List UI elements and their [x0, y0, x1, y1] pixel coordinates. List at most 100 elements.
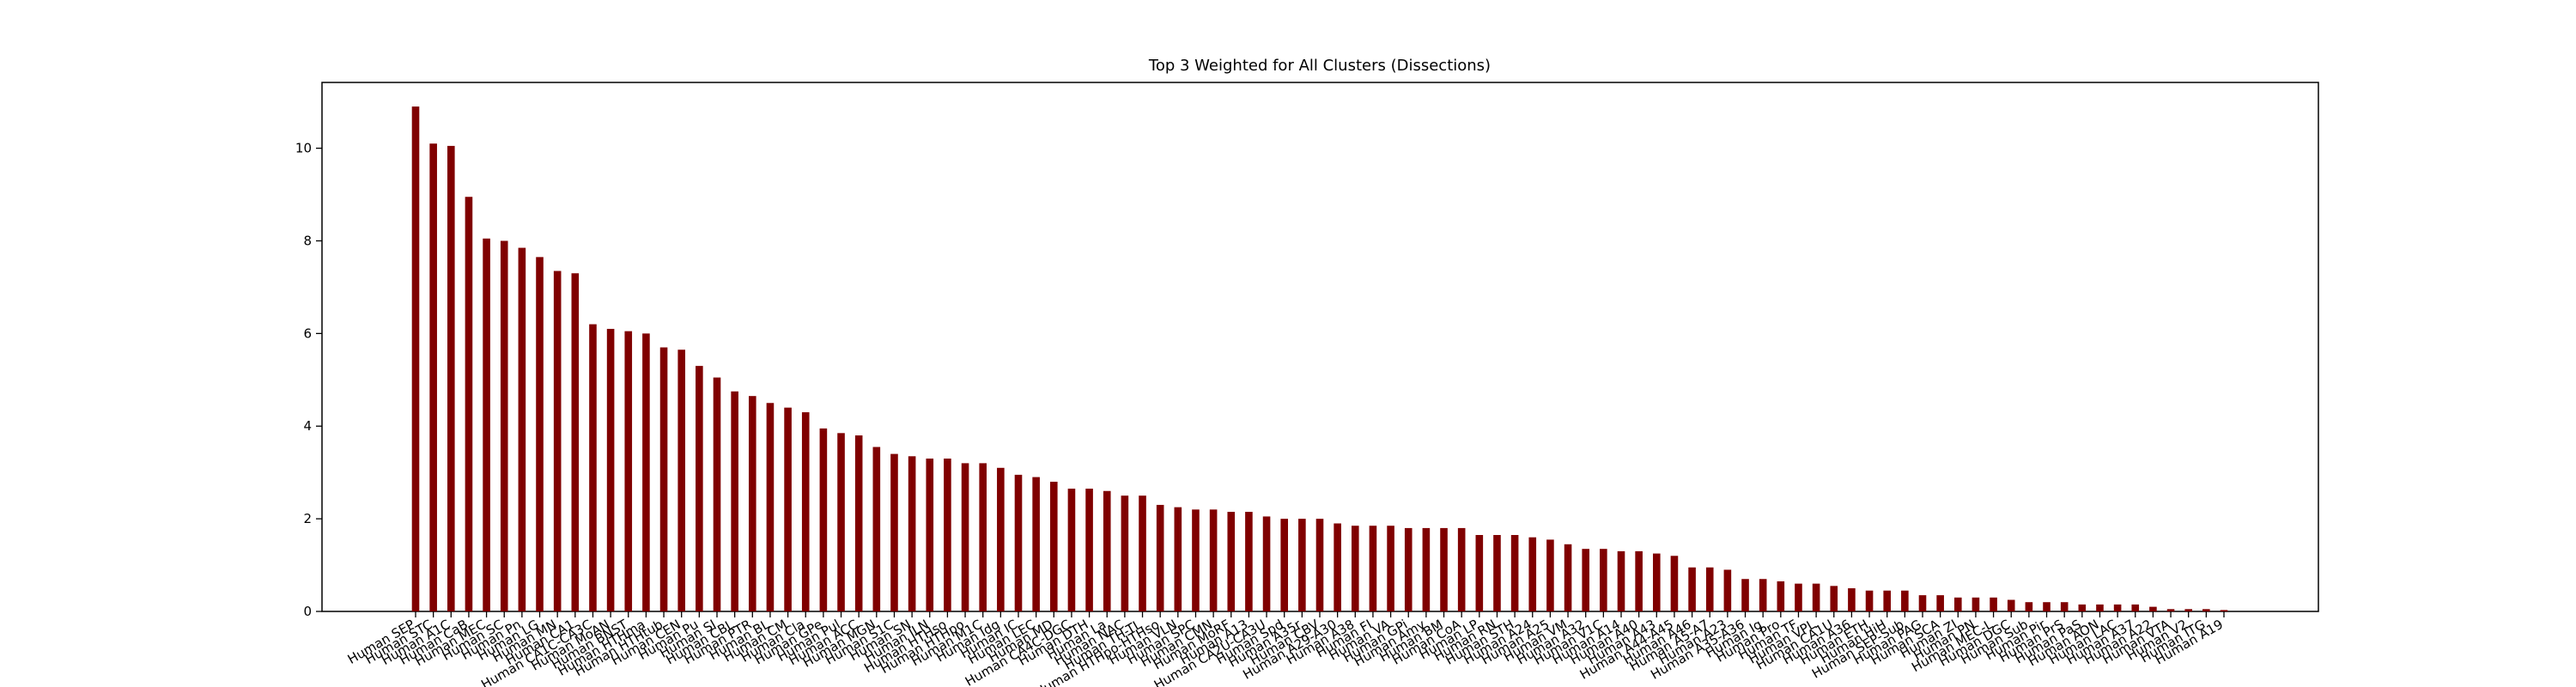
bar — [1422, 527, 1431, 611]
bar — [1192, 509, 1200, 611]
y-tick-label: 6 — [303, 325, 312, 341]
bar — [2184, 609, 2193, 611]
bar — [1475, 534, 1484, 611]
bar — [784, 407, 792, 611]
bar — [1848, 588, 1856, 611]
bar — [1723, 569, 1732, 611]
bar — [1440, 527, 1448, 611]
bar — [1688, 567, 1696, 611]
bar — [553, 271, 562, 611]
bar — [2202, 609, 2210, 611]
bar — [2131, 604, 2140, 611]
bar — [1600, 549, 1607, 611]
bar — [1901, 590, 1909, 611]
bar — [766, 403, 775, 611]
bar — [447, 145, 455, 611]
bar — [624, 331, 633, 611]
bar — [872, 447, 881, 611]
bar — [1351, 526, 1359, 611]
bar — [944, 458, 951, 611]
bar — [1067, 489, 1076, 611]
bar — [1014, 474, 1023, 611]
bar — [819, 428, 828, 611]
bar — [1032, 477, 1040, 611]
bar — [979, 463, 987, 611]
bar — [2007, 599, 2015, 611]
bar — [1139, 495, 1146, 611]
bar — [1245, 512, 1253, 611]
bar — [1652, 553, 1661, 611]
bar — [677, 350, 686, 611]
bar — [997, 467, 1005, 611]
chart-title: Top 3 Weighted for All Clusters (Dissect… — [1148, 57, 1491, 75]
bar — [1759, 579, 1767, 611]
bar — [500, 240, 508, 611]
bar — [606, 328, 615, 611]
bar — [1085, 489, 1093, 611]
bar — [2060, 602, 2069, 611]
bar — [1528, 537, 1537, 611]
bar — [1564, 544, 1572, 611]
bar — [1298, 519, 1306, 611]
y-tick-label: 4 — [303, 418, 312, 434]
bar — [1209, 509, 1218, 611]
bar — [837, 433, 845, 611]
bar — [659, 347, 668, 611]
bar — [1795, 583, 1802, 611]
bar — [1387, 526, 1394, 611]
bar — [1830, 586, 1838, 611]
bar — [748, 396, 756, 611]
bar — [1156, 504, 1164, 611]
bar — [483, 238, 490, 611]
bar — [1227, 512, 1236, 611]
y-tick-label: 2 — [303, 511, 312, 526]
bar — [1315, 519, 1324, 611]
bar — [1635, 550, 1643, 611]
bar — [1865, 590, 1874, 611]
bar — [2078, 604, 2087, 611]
bar — [571, 273, 580, 611]
bar — [1369, 526, 1377, 611]
bar — [908, 456, 916, 611]
bar — [801, 412, 810, 611]
bar — [642, 333, 650, 611]
bar — [1918, 595, 1927, 611]
bar — [1936, 595, 1944, 611]
bar — [696, 366, 703, 611]
bar — [465, 197, 473, 612]
bar — [2025, 602, 2033, 611]
bar — [1546, 539, 1554, 611]
bar — [1049, 481, 1058, 611]
bar — [2043, 602, 2050, 611]
bar — [536, 257, 544, 611]
bar — [1617, 550, 1625, 611]
bar — [1510, 534, 1519, 611]
bar — [1670, 556, 1679, 611]
y-tick-label: 10 — [295, 141, 312, 156]
y-tick-label: 0 — [303, 604, 312, 619]
bar — [1812, 583, 1820, 611]
bar — [1705, 567, 1714, 611]
bar — [2096, 604, 2104, 611]
bar — [589, 324, 597, 611]
bar — [1741, 579, 1749, 611]
bar — [2149, 606, 2157, 611]
bar — [2113, 604, 2122, 611]
bar — [1990, 597, 1997, 611]
bar — [1404, 527, 1413, 611]
bar — [926, 458, 934, 611]
bar — [1334, 523, 1341, 611]
bar — [1457, 527, 1466, 611]
bar — [1582, 549, 1590, 611]
bar — [1953, 597, 1962, 611]
bar — [2166, 609, 2175, 611]
bar — [1777, 581, 1785, 611]
bar — [1174, 507, 1182, 611]
bar — [890, 453, 898, 611]
bar — [1280, 519, 1289, 611]
bar — [411, 106, 420, 612]
y-tick-label: 8 — [303, 233, 312, 248]
bar — [1493, 534, 1501, 611]
bar — [518, 247, 526, 611]
